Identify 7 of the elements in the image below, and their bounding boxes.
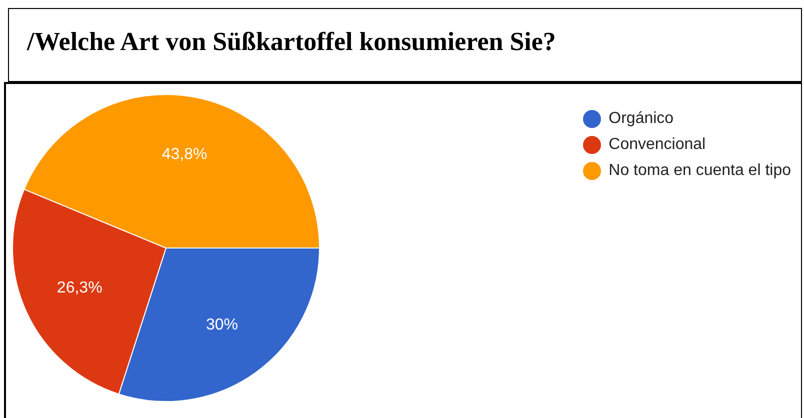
legend-label: Orgánico	[608, 110, 674, 128]
chart-title: /Welche Art von Süßkartoffel konsumieren Sie?	[27, 27, 556, 57]
data-label: 30%	[206, 316, 238, 334]
data-label: 43,8%	[162, 146, 208, 164]
legend-label: Convencional	[608, 136, 706, 154]
legend-label: No toma en cuenta el tipo	[608, 162, 791, 180]
data-label: 26,3%	[56, 279, 102, 296]
